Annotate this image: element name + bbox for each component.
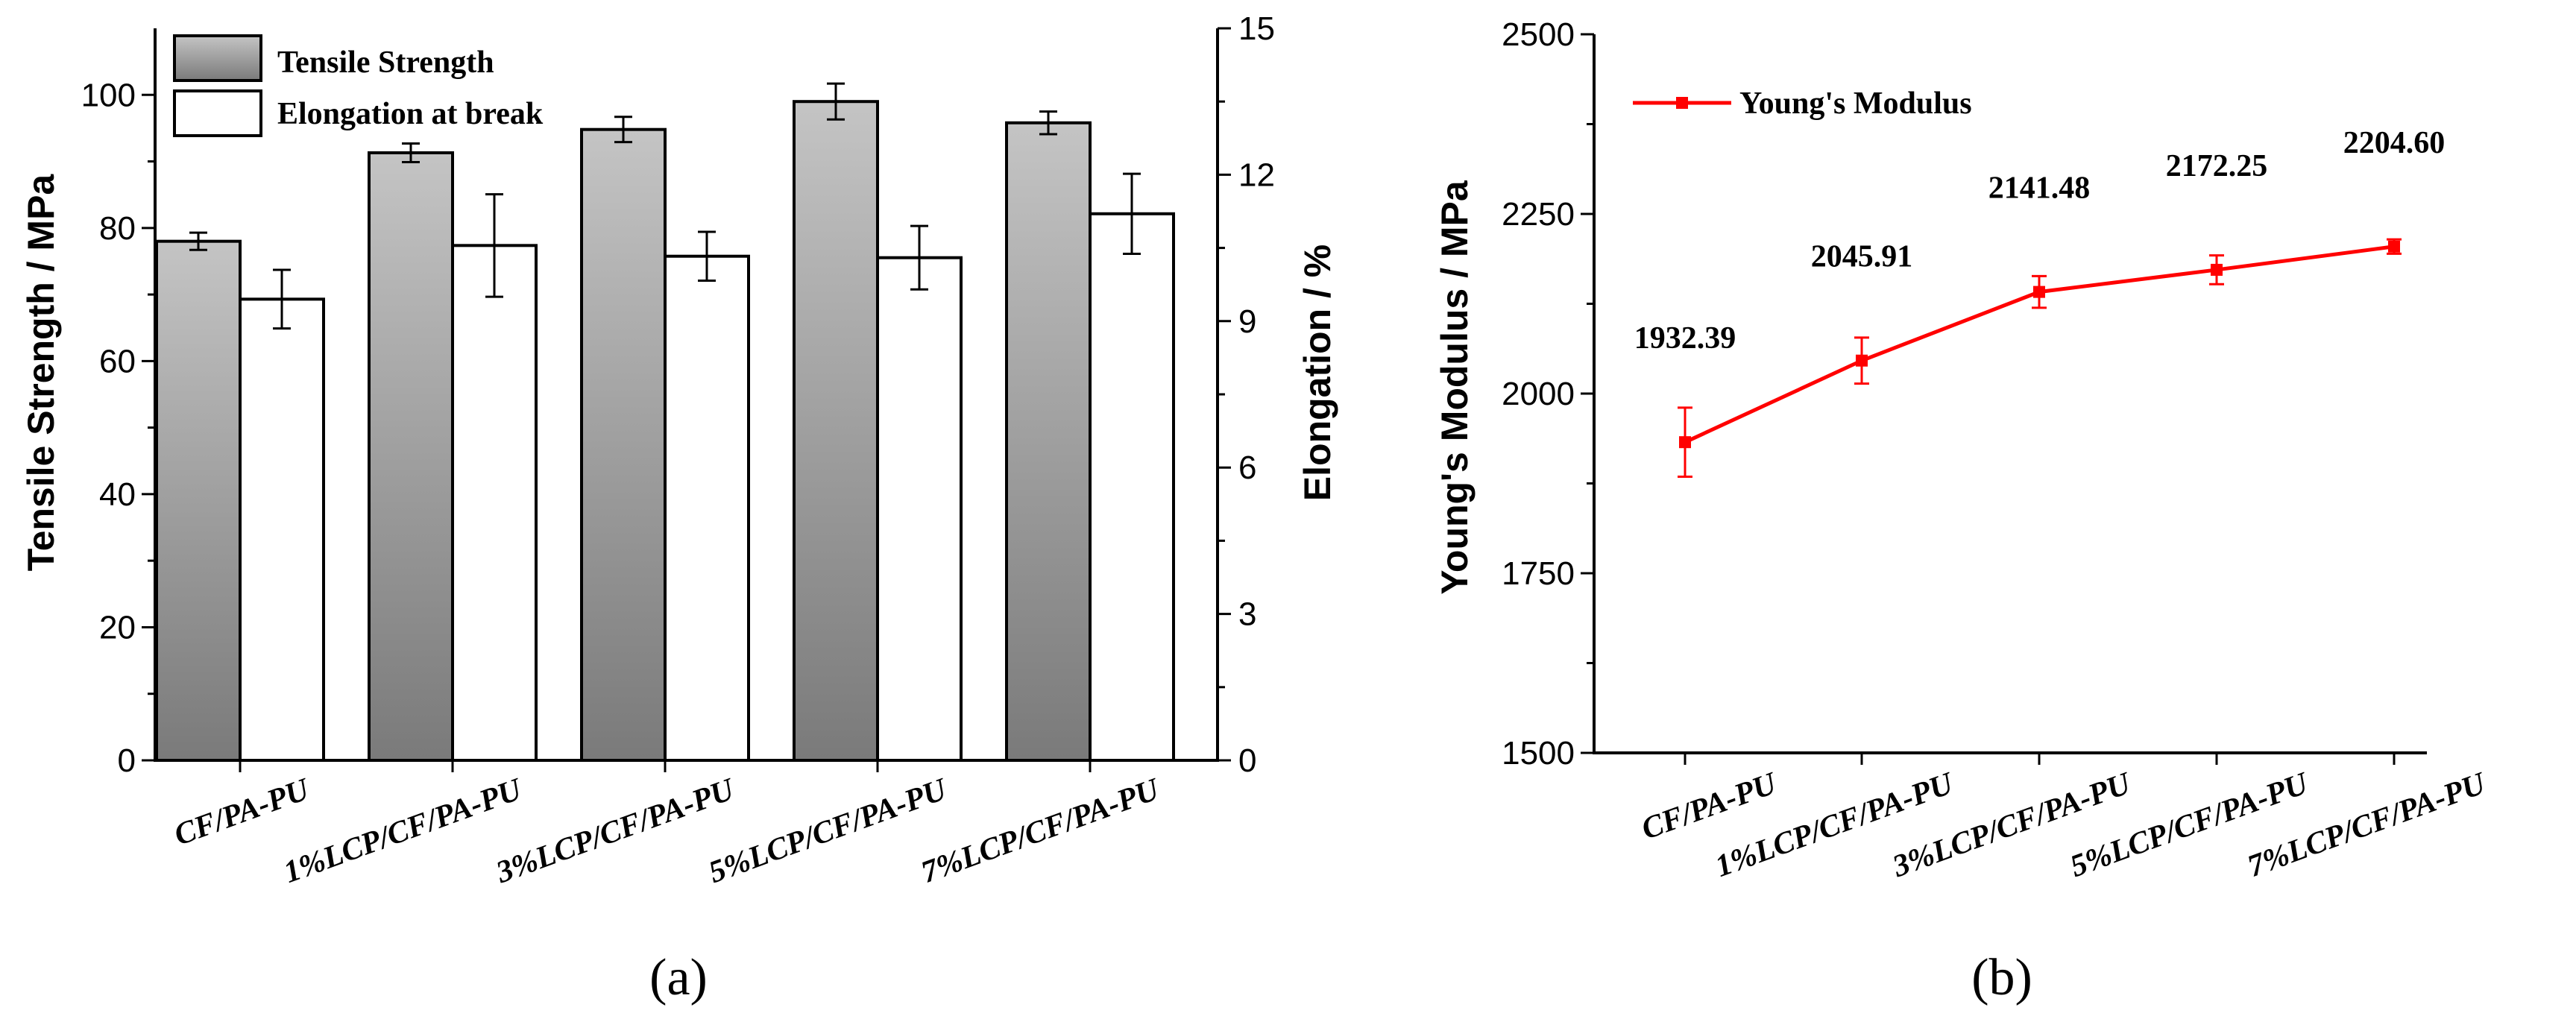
right-tick-label: 12 [1238, 157, 1275, 193]
data-point-youngs-modulus [1856, 354, 1868, 367]
left-tick-label: 100 [81, 77, 136, 113]
data-label-youngs-modulus: 1932.39 [1634, 321, 1736, 356]
bar-tensile-strength [793, 100, 879, 762]
left-tick-label: 80 [99, 210, 136, 247]
y-tick-label: 2000 [1502, 376, 1575, 412]
legend-label-youngs-modulus: Young's Modulus [1739, 86, 1972, 121]
data-label-youngs-modulus: 2204.60 [2343, 126, 2446, 160]
panel-a-chart: 0 20 40 60 80 100 0 3 6 9 12 15 CF/PA-PU1%LCP/CF/PA… [20, 10, 1338, 1006]
bar-elongation [876, 256, 963, 762]
y-tick-label: 1500 [1502, 735, 1575, 772]
bar-elongation [664, 254, 750, 763]
bar-elongation [1089, 212, 1175, 763]
bar-tensile-strength [155, 239, 242, 762]
bar-elongation [451, 244, 538, 762]
right-tick-label: 9 [1238, 303, 1256, 340]
category-label: 3%LCP/CF/PA-PU [491, 772, 740, 890]
left-tick-label: 40 [99, 476, 136, 513]
legend-label-elongation: Elongation at break [277, 97, 544, 131]
right-tick-label: 3 [1238, 596, 1256, 633]
data-point-youngs-modulus [1679, 436, 1691, 449]
data-point-youngs-modulus [2388, 240, 2400, 253]
bar-elongation [239, 297, 325, 762]
left-tick-label: 0 [118, 742, 136, 779]
legend-swatch-tensile-strength [173, 34, 262, 82]
panel-b-axis-title: Young's Modulus / MPa [1434, 180, 1476, 595]
y-tick-label: 2250 [1502, 196, 1575, 233]
panel-b-label: (b) [1971, 949, 2032, 1006]
category-label: 5%LCP/CF/PA-PU [705, 772, 953, 890]
category-label: 1%LCP/CF/PA-PU [280, 772, 528, 890]
panel-a-right-axis-title: Elongation / % [1297, 245, 1338, 501]
panel-a-legend: Tensile Strength Elongation at break [173, 34, 544, 137]
left-tick-label: 20 [99, 609, 136, 646]
bar-tensile-strength [580, 127, 667, 763]
right-tick-label: 15 [1238, 10, 1275, 47]
right-tick-label: 0 [1238, 742, 1256, 779]
bar-tensile-strength [368, 151, 454, 762]
data-label-youngs-modulus: 2141.48 [1988, 171, 2091, 206]
panel-a-label: (a) [649, 949, 708, 1006]
left-tick-label: 60 [99, 343, 136, 379]
legend-label-tensile-strength: Tensile Strength [277, 45, 494, 80]
y-tick-label: 1750 [1502, 555, 1575, 592]
category-label: 7%LCP/CF/PA-PU [917, 772, 1165, 890]
legend-marker-youngs-modulus [1676, 97, 1688, 109]
right-tick-label: 6 [1238, 449, 1256, 486]
y-tick-label: 2500 [1502, 16, 1575, 53]
data-point-youngs-modulus [2211, 263, 2223, 276]
panel-a-left-axis-title: Tensile Strength / MPa [20, 174, 62, 572]
data-label-youngs-modulus: 2172.25 [2166, 149, 2268, 183]
bar-tensile-strength [1005, 121, 1092, 762]
data-point-youngs-modulus [2033, 285, 2045, 298]
panel-b-legend: Young's Modulus [1633, 86, 1972, 121]
category-label: CF/PA-PU [170, 772, 315, 853]
legend-swatch-elongation [173, 89, 262, 137]
data-label-youngs-modulus: 2045.91 [1811, 240, 1913, 274]
